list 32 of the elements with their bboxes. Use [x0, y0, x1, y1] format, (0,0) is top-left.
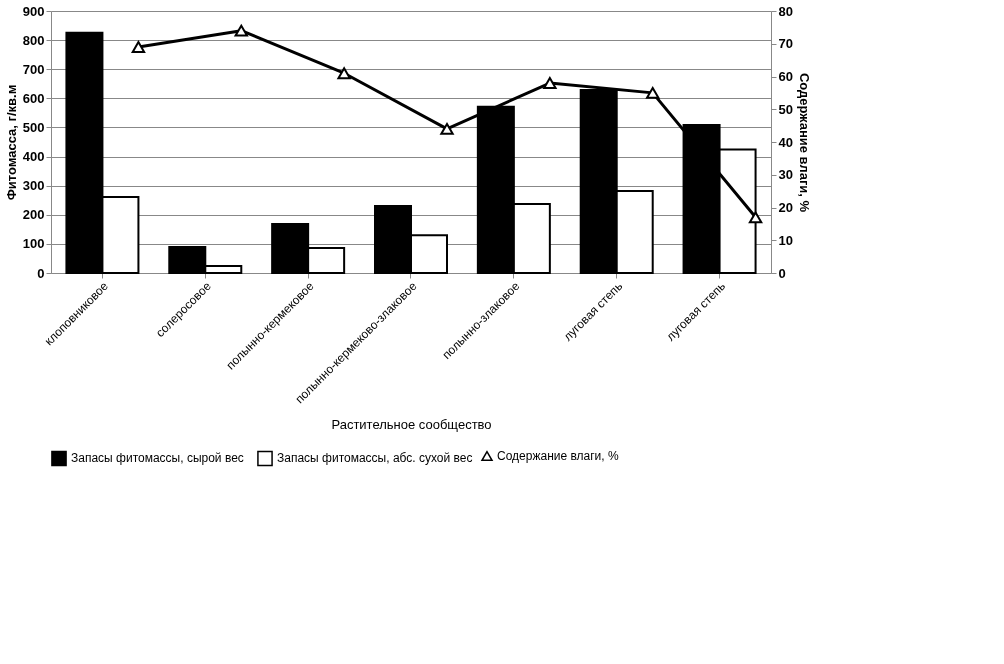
legend-label: Запасы фитомассы, абс. сухой вес — [277, 451, 473, 466]
point — [337, 67, 351, 80]
point — [234, 24, 248, 37]
y-tick-label: 400 — [22, 149, 45, 165]
y2-tick-label: 30 — [778, 167, 793, 183]
x-axis-title: Растительное сообщество — [331, 417, 492, 433]
y-tick-label: 0 — [37, 265, 45, 281]
y-tick-label: 100 — [22, 236, 45, 252]
legend-label: Запасы фитомассы, сырой вес — [71, 451, 244, 466]
y2-tick-label: 60 — [778, 69, 793, 84]
y-tick-label: 800 — [22, 32, 45, 48]
y2-tick-label: 50 — [778, 101, 793, 117]
y2-tick-label: 10 — [778, 232, 793, 248]
y-tick-label: 700 — [22, 61, 45, 77]
y2-tick-label: 40 — [778, 134, 793, 150]
y2-tick-label: 70 — [778, 36, 793, 52]
y-axis-title: Фитомасса, г/кв.м — [3, 84, 19, 201]
point — [131, 41, 146, 53]
y-tick-label: 200 — [22, 207, 45, 223]
y-tick-label: 500 — [22, 119, 45, 135]
y2-axis-title: Содержание влаги, % — [796, 72, 812, 213]
y-tick-label: 600 — [22, 90, 45, 106]
point — [646, 86, 660, 99]
y2-tick-label: 20 — [778, 200, 793, 215]
y2-tick-label: 0 — [778, 265, 786, 281]
point — [543, 77, 557, 89]
y-tick-label: 300 — [22, 178, 45, 194]
y-tick-label: 900 — [22, 3, 45, 19]
legend-label: Содержание влаги, % — [497, 449, 619, 463]
point — [748, 211, 763, 224]
point — [440, 122, 454, 135]
y2-tick-label: 80 — [778, 3, 793, 19]
